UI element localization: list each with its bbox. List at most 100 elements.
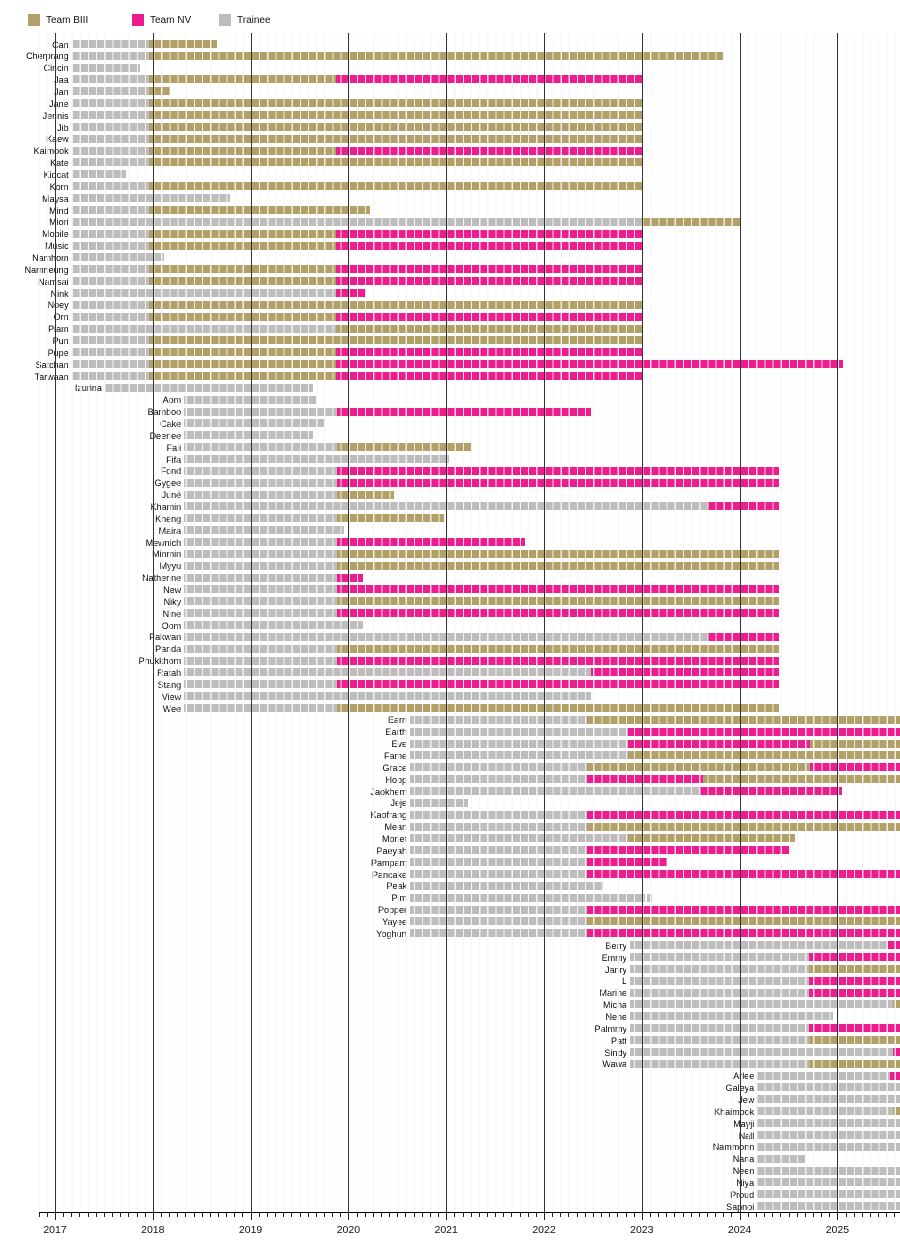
bar-segment-trainee xyxy=(71,51,149,60)
minor-tick xyxy=(79,1213,81,1217)
bar-segment-trainee xyxy=(410,727,629,736)
bar-segment-trainee xyxy=(71,99,149,108)
minor-tick xyxy=(193,1213,195,1217)
minor-tick xyxy=(568,1213,570,1217)
member-label: Earn xyxy=(387,715,407,726)
minor-tick xyxy=(861,1213,863,1217)
member-label: Gygee xyxy=(154,478,182,489)
bar-segment-team-biii xyxy=(336,490,395,499)
minor-tick xyxy=(291,1213,293,1217)
bar-segment-team-biii xyxy=(148,336,642,345)
minor-tick xyxy=(601,1213,603,1217)
bar-segment-trainee xyxy=(71,324,336,333)
minor-tick xyxy=(658,1213,660,1217)
minor-tick xyxy=(128,1213,130,1217)
minor-tick xyxy=(389,1213,391,1217)
member-label: Pakwan xyxy=(149,632,182,643)
member-label: Niya xyxy=(736,1177,755,1188)
minor-tick xyxy=(421,1213,423,1217)
bar-segment-team-biii xyxy=(336,644,779,653)
minor-tick xyxy=(633,1213,635,1217)
member-label: Yoghurt xyxy=(376,928,407,939)
bar-segment-trainee xyxy=(71,336,149,345)
member-label: Kaew xyxy=(46,134,69,145)
bar-segment-team-biii xyxy=(148,229,336,238)
bar-segment-trainee xyxy=(757,1190,900,1199)
major-tick xyxy=(446,1213,448,1220)
bar-segment-team-nv xyxy=(587,870,900,879)
bar-segment-team-biii xyxy=(587,822,900,831)
bar-segment-team-biii xyxy=(587,917,900,926)
bar-segment-team-nv xyxy=(809,953,900,962)
bar-segment-team-nv xyxy=(336,466,779,475)
minor-tick xyxy=(747,1213,749,1217)
member-label: Minmin xyxy=(152,549,182,560)
bar-segment-trainee xyxy=(410,739,629,748)
bar-segment-trainee xyxy=(410,715,588,724)
member-label: Grace xyxy=(382,762,407,773)
bar-segment-trainee xyxy=(71,63,141,72)
bar-segment-team-nv xyxy=(335,229,642,238)
bar-segment-team-biii xyxy=(336,597,779,606)
bar-segment-team-biii xyxy=(336,704,779,712)
member-label: Mind xyxy=(49,205,69,216)
member-label: Fifa xyxy=(166,454,182,465)
bar-segment-team-nv xyxy=(708,632,779,641)
bar-segment-trainee xyxy=(410,870,588,879)
bar-segment-trainee xyxy=(71,241,149,250)
bar-segment-trainee xyxy=(757,1166,900,1175)
minor-tick xyxy=(438,1213,440,1217)
bar-segment-team-biii xyxy=(587,763,810,772)
bar-segment-team-nv xyxy=(335,75,642,84)
bar-segment-team-nv xyxy=(335,241,642,250)
member-label: Neen xyxy=(732,1166,755,1177)
bar-segment-team-nv xyxy=(628,727,900,736)
member-label: Kaimook xyxy=(33,146,69,157)
minor-tick xyxy=(144,1213,146,1217)
minor-tick xyxy=(283,1213,285,1217)
bar-segment-team-biii xyxy=(148,241,336,250)
bar-segment-team-nv xyxy=(809,976,900,985)
bar-segment-team-biii xyxy=(148,87,171,96)
bar-segment-trainee xyxy=(71,371,149,380)
bar-segment-team-nv xyxy=(890,1071,900,1080)
minor-tick xyxy=(682,1213,684,1217)
minor-tick xyxy=(829,1213,831,1217)
minor-tick xyxy=(266,1213,268,1217)
member-label: Namsai xyxy=(38,276,69,287)
bar-segment-trainee xyxy=(184,514,337,523)
member-label: Maysa xyxy=(42,193,69,204)
minor-tick xyxy=(258,1213,260,1217)
bar-segment-team-biii xyxy=(148,312,336,321)
bar-segment-team-nv xyxy=(628,739,810,748)
bar-segment-trainee xyxy=(104,383,314,392)
member-label: Micha xyxy=(603,1000,628,1011)
bar-segment-team-nv xyxy=(587,929,900,938)
bar-segment-trainee xyxy=(410,787,701,796)
bar-segment-team-biii xyxy=(148,300,642,309)
bar-segment-trainee xyxy=(71,39,149,48)
member-label: Noey xyxy=(47,300,69,311)
member-label: Jew xyxy=(738,1094,755,1105)
x-axis xyxy=(38,1212,900,1213)
member-label: Patt xyxy=(611,1035,628,1046)
bar-segment-team-biii xyxy=(148,111,642,120)
bar-segment-team-nv xyxy=(335,265,642,274)
bar-segment-trainee xyxy=(71,300,149,309)
bar-segment-team-nv xyxy=(587,810,900,819)
member-label: Cincin xyxy=(43,63,69,74)
bar-segment-trainee xyxy=(184,537,337,546)
member-label: Deenee xyxy=(149,430,182,441)
bar-segment-team-biii xyxy=(809,1036,900,1045)
member-label: Kidcat xyxy=(43,169,69,180)
bar-segment-team-biii xyxy=(587,715,900,724)
bar-segment-trainee xyxy=(757,1130,900,1139)
bar-segment-trainee xyxy=(757,1154,806,1163)
bar-segment-trainee xyxy=(184,407,337,416)
bar-segment-trainee xyxy=(630,1012,833,1021)
member-label: Can xyxy=(52,39,69,50)
member-label: Aom xyxy=(162,395,182,406)
member-label: Fond xyxy=(160,466,182,477)
bar-segment-trainee xyxy=(71,75,149,84)
